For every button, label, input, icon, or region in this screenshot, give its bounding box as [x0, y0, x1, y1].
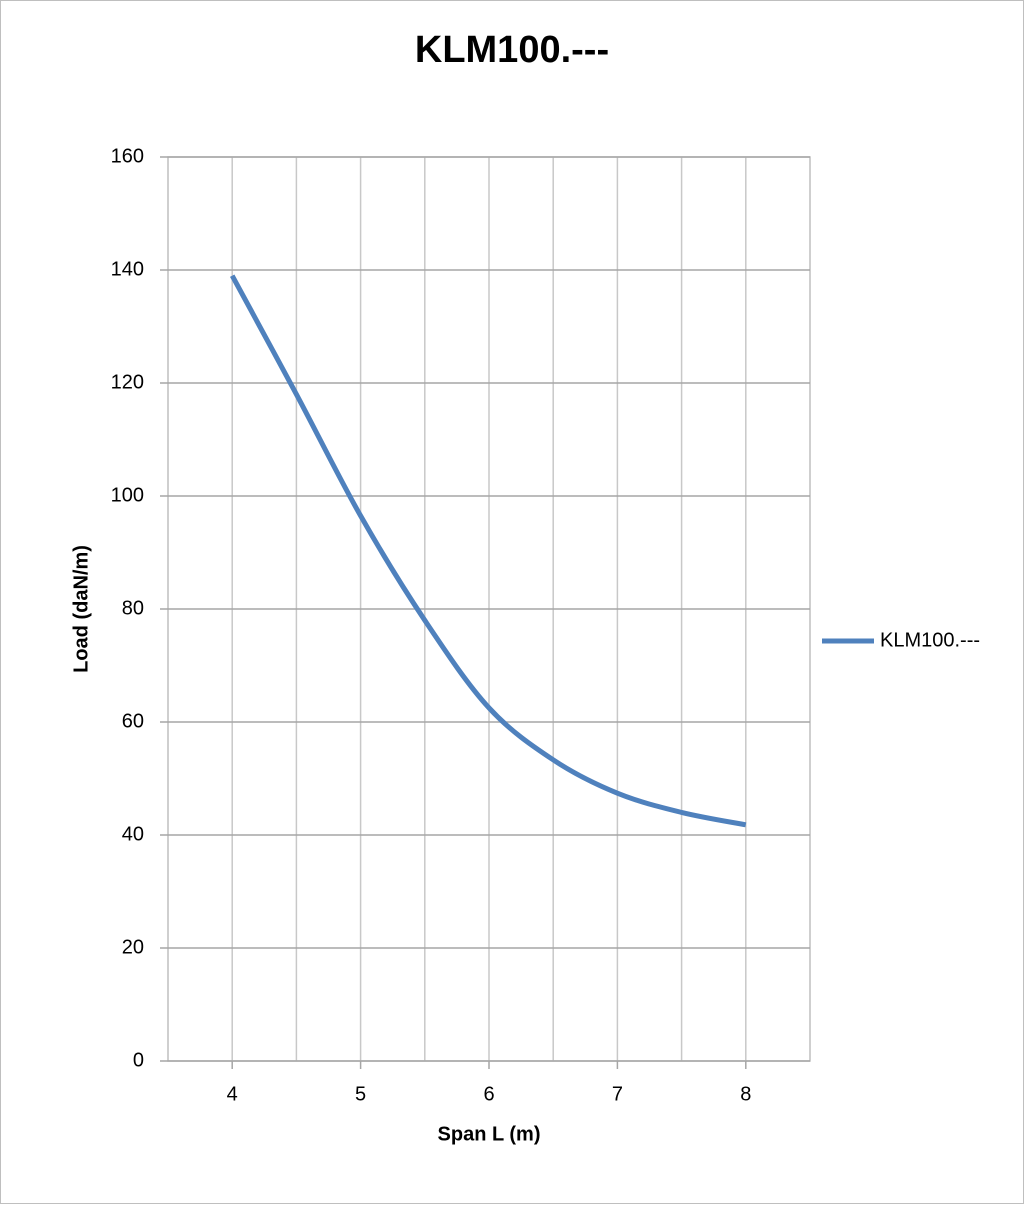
y-tick-label: 140: [111, 258, 144, 280]
series-line: [230, 274, 747, 828]
y-tick-label: 60: [122, 710, 144, 732]
x-tick-label: 8: [740, 1083, 751, 1105]
x-tick-label: 4: [227, 1083, 238, 1105]
x-tick-label: 7: [612, 1083, 623, 1105]
x-tick-label: 6: [483, 1083, 494, 1105]
y-axis-label: Load (daN/m): [70, 545, 92, 673]
y-tick-label: 20: [122, 936, 144, 958]
y-tick-label: 120: [111, 371, 144, 393]
y-tick-label: 40: [122, 823, 144, 845]
y-tick-label: 0: [133, 1049, 144, 1071]
x-axis-label: Span L (m): [438, 1123, 541, 1145]
plot-area: 0 20 40 60 80 100 120 140 160 4 5 6 7 8: [111, 145, 811, 1105]
chart-title: KLM100.---: [415, 29, 609, 71]
y-tick-label: 80: [122, 597, 144, 619]
x-tick-label: 5: [355, 1083, 366, 1105]
legend-label: KLM100.---: [880, 629, 980, 651]
y-tick-label: 160: [111, 145, 144, 167]
y-tick-label: 100: [111, 484, 144, 506]
